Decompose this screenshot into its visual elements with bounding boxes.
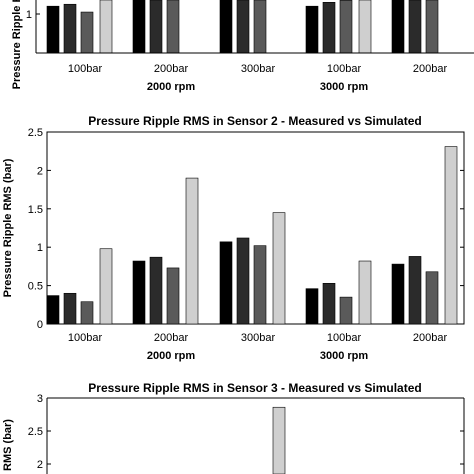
panel-1-xtick-label: 300bar xyxy=(241,63,276,75)
y-tick-label: 2 xyxy=(37,459,43,471)
panel-3-y-ticks: 22.53 xyxy=(28,393,464,471)
bar-series-1-200bar xyxy=(132,0,146,54)
y-tick-label: 2 xyxy=(37,165,43,177)
panel-2: Pressure Ripple RMS in Sensor 2 - Measur… xyxy=(2,114,465,362)
bar-series-2-100bar xyxy=(63,3,77,54)
bar-series-3-200bar xyxy=(425,271,439,325)
y-tick-label: 2.5 xyxy=(28,426,43,438)
bar-series-2-200bar xyxy=(408,256,422,325)
panel-1-xtick-label: 100bar xyxy=(68,63,103,75)
panel-1-xtick-label: 200bar xyxy=(154,63,189,75)
bar-series-3-100bar xyxy=(339,296,353,325)
panel-3-title: Pressure Ripple RMS in Sensor 3 - Measur… xyxy=(88,381,421,395)
panel-3: Pressure Ripple RMS in Sensor 3 - Measur… xyxy=(2,381,465,474)
panel-2-y-ticks: 0 0.5 1 1.5 2 2.5 xyxy=(28,127,464,331)
bar-series-4-100bar xyxy=(358,260,372,325)
bar-series-1-200bar xyxy=(391,0,405,54)
bar-series-4-100bar xyxy=(99,248,113,325)
bar-series-2-100bar xyxy=(322,282,336,325)
bar-series-2-300bar xyxy=(236,237,250,325)
panel-1: 1 Pressure Ripple RMS (bar) 100bar 200ba… xyxy=(11,0,474,93)
bar-series-2-300bar xyxy=(236,0,250,54)
bar-series-1-300bar xyxy=(219,241,233,325)
bar-series-2-200bar xyxy=(149,256,163,325)
bar-series-3-300bar xyxy=(253,245,267,325)
bar-series-4-300bar xyxy=(272,212,286,325)
bar-series-4-100bar xyxy=(99,0,113,54)
bar-series-1-200bar xyxy=(391,263,405,325)
y-tick-label: 0.5 xyxy=(28,281,43,293)
panel-2-title: Pressure Ripple RMS in Sensor 2 - Measur… xyxy=(88,114,421,128)
y-tick-label: 1.5 xyxy=(28,204,43,216)
bar-series-1-100bar xyxy=(46,5,60,54)
panel-1-group-label: 2000 rpm xyxy=(147,81,196,93)
y-tick-label: 3 xyxy=(37,393,43,405)
bar-series-1-100bar xyxy=(46,295,60,325)
bar-series-3-200bar xyxy=(166,0,180,54)
panel-1-bars xyxy=(46,0,439,54)
y-tick-label: 1 xyxy=(37,242,43,254)
panel-1-ytick-label: 1 xyxy=(26,9,32,21)
panel-1-xtick-label: 200bar xyxy=(413,63,448,75)
panel-1-group-label: 3000 rpm xyxy=(320,81,369,93)
y-tick-label: 0 xyxy=(37,319,43,331)
bar-series-2-200bar xyxy=(408,0,422,54)
bar-series-2-200bar xyxy=(149,0,163,54)
y-tick-label: 2.5 xyxy=(28,127,43,139)
panel-3-bars xyxy=(272,406,286,474)
panel-2-xtick-label: 100bar xyxy=(68,332,103,344)
panel-1-xtick-label: 100bar xyxy=(327,63,362,75)
panel-2-xtick-label: 100bar xyxy=(327,332,362,344)
panel-2-y-label: Pressure Ripple RMS (bar) xyxy=(2,158,14,297)
bar-series-4-200bar xyxy=(444,146,458,325)
panel-2-group-label: 3000 rpm xyxy=(320,350,369,362)
panel-3-y-label: RMS (bar) xyxy=(2,419,14,471)
bar-series-2-100bar xyxy=(63,292,77,325)
bar-series-3-100bar xyxy=(339,0,353,54)
bar-series-1-200bar xyxy=(132,260,146,325)
panel-2-xtick-label: 300bar xyxy=(241,332,276,344)
bar-series-1-100bar xyxy=(305,5,319,54)
bar-series-3-100bar xyxy=(80,11,94,54)
panel-2-xtick-label: 200bar xyxy=(154,332,189,344)
bar-series-3-200bar xyxy=(425,0,439,54)
panel-2-group-label: 2000 rpm xyxy=(147,350,196,362)
panel-2-bars xyxy=(46,146,458,325)
bar-series-4-200bar xyxy=(185,177,199,325)
bar-series-4-100bar xyxy=(358,0,372,54)
panel-2-xtick-label: 200bar xyxy=(413,332,448,344)
bar-series-3-300bar xyxy=(253,0,267,54)
bar-series-3-200bar xyxy=(166,267,180,325)
panel-1-y-label: Pressure Ripple RMS (bar) xyxy=(11,0,23,89)
bar-series-1-300bar xyxy=(219,0,233,54)
bar-series-3-100bar xyxy=(80,301,94,325)
bar-series-2-100bar xyxy=(322,1,336,54)
bar-series-1-100bar xyxy=(305,288,319,325)
bar-series-4-300bar xyxy=(272,406,286,474)
